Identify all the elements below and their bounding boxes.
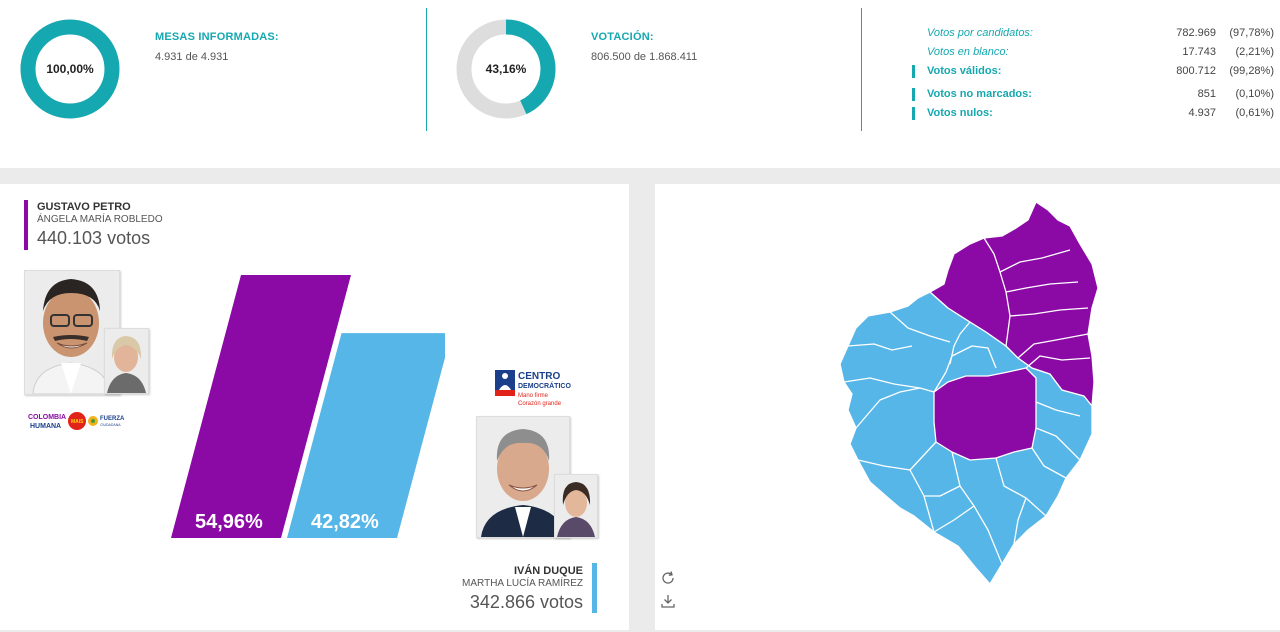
- votacion-donut-arc: [456, 19, 556, 119]
- candidate-vice: MARTHA LUCÍA RAMÍREZ: [462, 578, 583, 589]
- candidate-name: IVÁN DUQUE: [513, 565, 583, 577]
- vote-row-percent: (0,61%): [1235, 107, 1274, 119]
- vote-row-value: 4.937: [1188, 107, 1216, 119]
- results-map: [839, 201, 1099, 585]
- candidate-name: GUSTAVO PETRO: [37, 201, 131, 213]
- vote-row-value: 17.743: [1182, 46, 1216, 58]
- colombia-humana-logo: COLOMBIA HUMANA: [28, 414, 66, 430]
- vote-row-percent: (0,10%): [1235, 88, 1274, 100]
- chart-bar: [287, 333, 445, 538]
- centro-democratico-logo: CENTRO DEMOCRÁTICO Mano firme Corazón gr…: [495, 370, 571, 407]
- mais-logo: MAIS: [68, 412, 86, 430]
- results-chart: 54,96% 42,82%: [171, 275, 445, 538]
- mais-text: MAIS: [71, 419, 84, 425]
- cd-title: DEMOCRÁTICO: [518, 381, 571, 390]
- cd-slogan: Mano firme: [518, 393, 549, 399]
- vice-candidate-photo: [104, 328, 149, 394]
- votacion-donut: 43,16%: [456, 19, 556, 119]
- chart-data-label: 42,82%: [311, 511, 379, 533]
- mesas-percent: 100,00%: [46, 62, 94, 76]
- mesas-donut: 100,00%: [20, 19, 120, 119]
- fuerza-ciudadana-logo: FUERZA CIUDADANA: [88, 416, 125, 427]
- refresh-icon[interactable]: [660, 570, 676, 586]
- row-marker: [912, 65, 915, 78]
- party-logos: COLOMBIA HUMANA MAIS FUERZA CIUDADANA: [28, 412, 125, 430]
- vote-row-percent: (97,78%): [1229, 27, 1274, 39]
- mesas-detail: 4.931 de 4.931: [155, 51, 229, 63]
- vote-row-label: Votos nulos:: [927, 107, 993, 119]
- candidate-votes: 440.103 votos: [37, 228, 151, 248]
- vote-row-value: 851: [1197, 88, 1216, 100]
- votos-candidatos-row: Votos por candidatos: 782.969 (97,78%): [912, 26, 1274, 42]
- row-marker: [912, 107, 915, 120]
- download-icon[interactable]: [660, 593, 676, 609]
- vote-row-label: Votos válidos:: [927, 65, 1002, 77]
- votacion-detail: 806.500 de 1.868.411: [591, 51, 698, 63]
- chart-data-label: 54,96%: [195, 511, 263, 533]
- fuerza-text: FUERZA: [100, 416, 125, 422]
- colombia-humana-text: HUMANA: [30, 423, 61, 430]
- candidate-vice: ÁNGELA MARÍA ROBLEDO: [37, 214, 163, 225]
- vote-row-label: Votos no marcados:: [927, 88, 1032, 100]
- vote-row-label: Votos en blanco:: [927, 46, 1009, 58]
- cd-title: CENTRO: [518, 371, 560, 382]
- vote-row-value: 800.712: [1176, 65, 1216, 77]
- divider: [426, 8, 427, 131]
- vote-row-value: 782.969: [1176, 27, 1216, 39]
- mesas-title: MESAS INFORMADAS:: [155, 31, 279, 43]
- row-marker: [912, 88, 915, 101]
- chart-bar: [171, 275, 351, 538]
- candidate-votes: 342.866 votos: [469, 592, 583, 612]
- votos-blanco-row: Votos en blanco: 17.743 (2,21%): [912, 45, 1274, 61]
- vote-row-percent: (99,28%): [1229, 65, 1274, 77]
- fuerza-text: CIUDADANA: [100, 423, 121, 427]
- votacion-percent: 43,16%: [485, 62, 527, 76]
- votacion-title: VOTACIÓN:: [591, 31, 654, 43]
- candidate-color-marker: [592, 563, 597, 613]
- votos-no-marcados-row: Votos no marcados: 851 (0,10%): [912, 87, 1274, 103]
- votos-validos-row: Votos válidos: 800.712 (99,28%): [912, 64, 1274, 80]
- cd-slogan: Corazón grande: [518, 401, 562, 407]
- vote-row-percent: (2,21%): [1235, 46, 1274, 58]
- municipality-borders: [843, 237, 1091, 565]
- divider: [861, 8, 862, 131]
- summary-bar: 100,00% MESAS INFORMADAS: 4.931 de 4.931…: [0, 0, 1280, 168]
- municipality-petro: [933, 367, 1037, 461]
- votos-nulos-row: Votos nulos: 4.937 (0,61%): [912, 106, 1274, 122]
- vote-row-label: Votos por candidatos:: [927, 27, 1033, 39]
- vice-candidate-photo: [554, 474, 598, 538]
- colombia-humana-text: COLOMBIA: [28, 414, 66, 421]
- mesas-donut-arc: [20, 19, 120, 119]
- candidate-color-marker: [24, 200, 28, 250]
